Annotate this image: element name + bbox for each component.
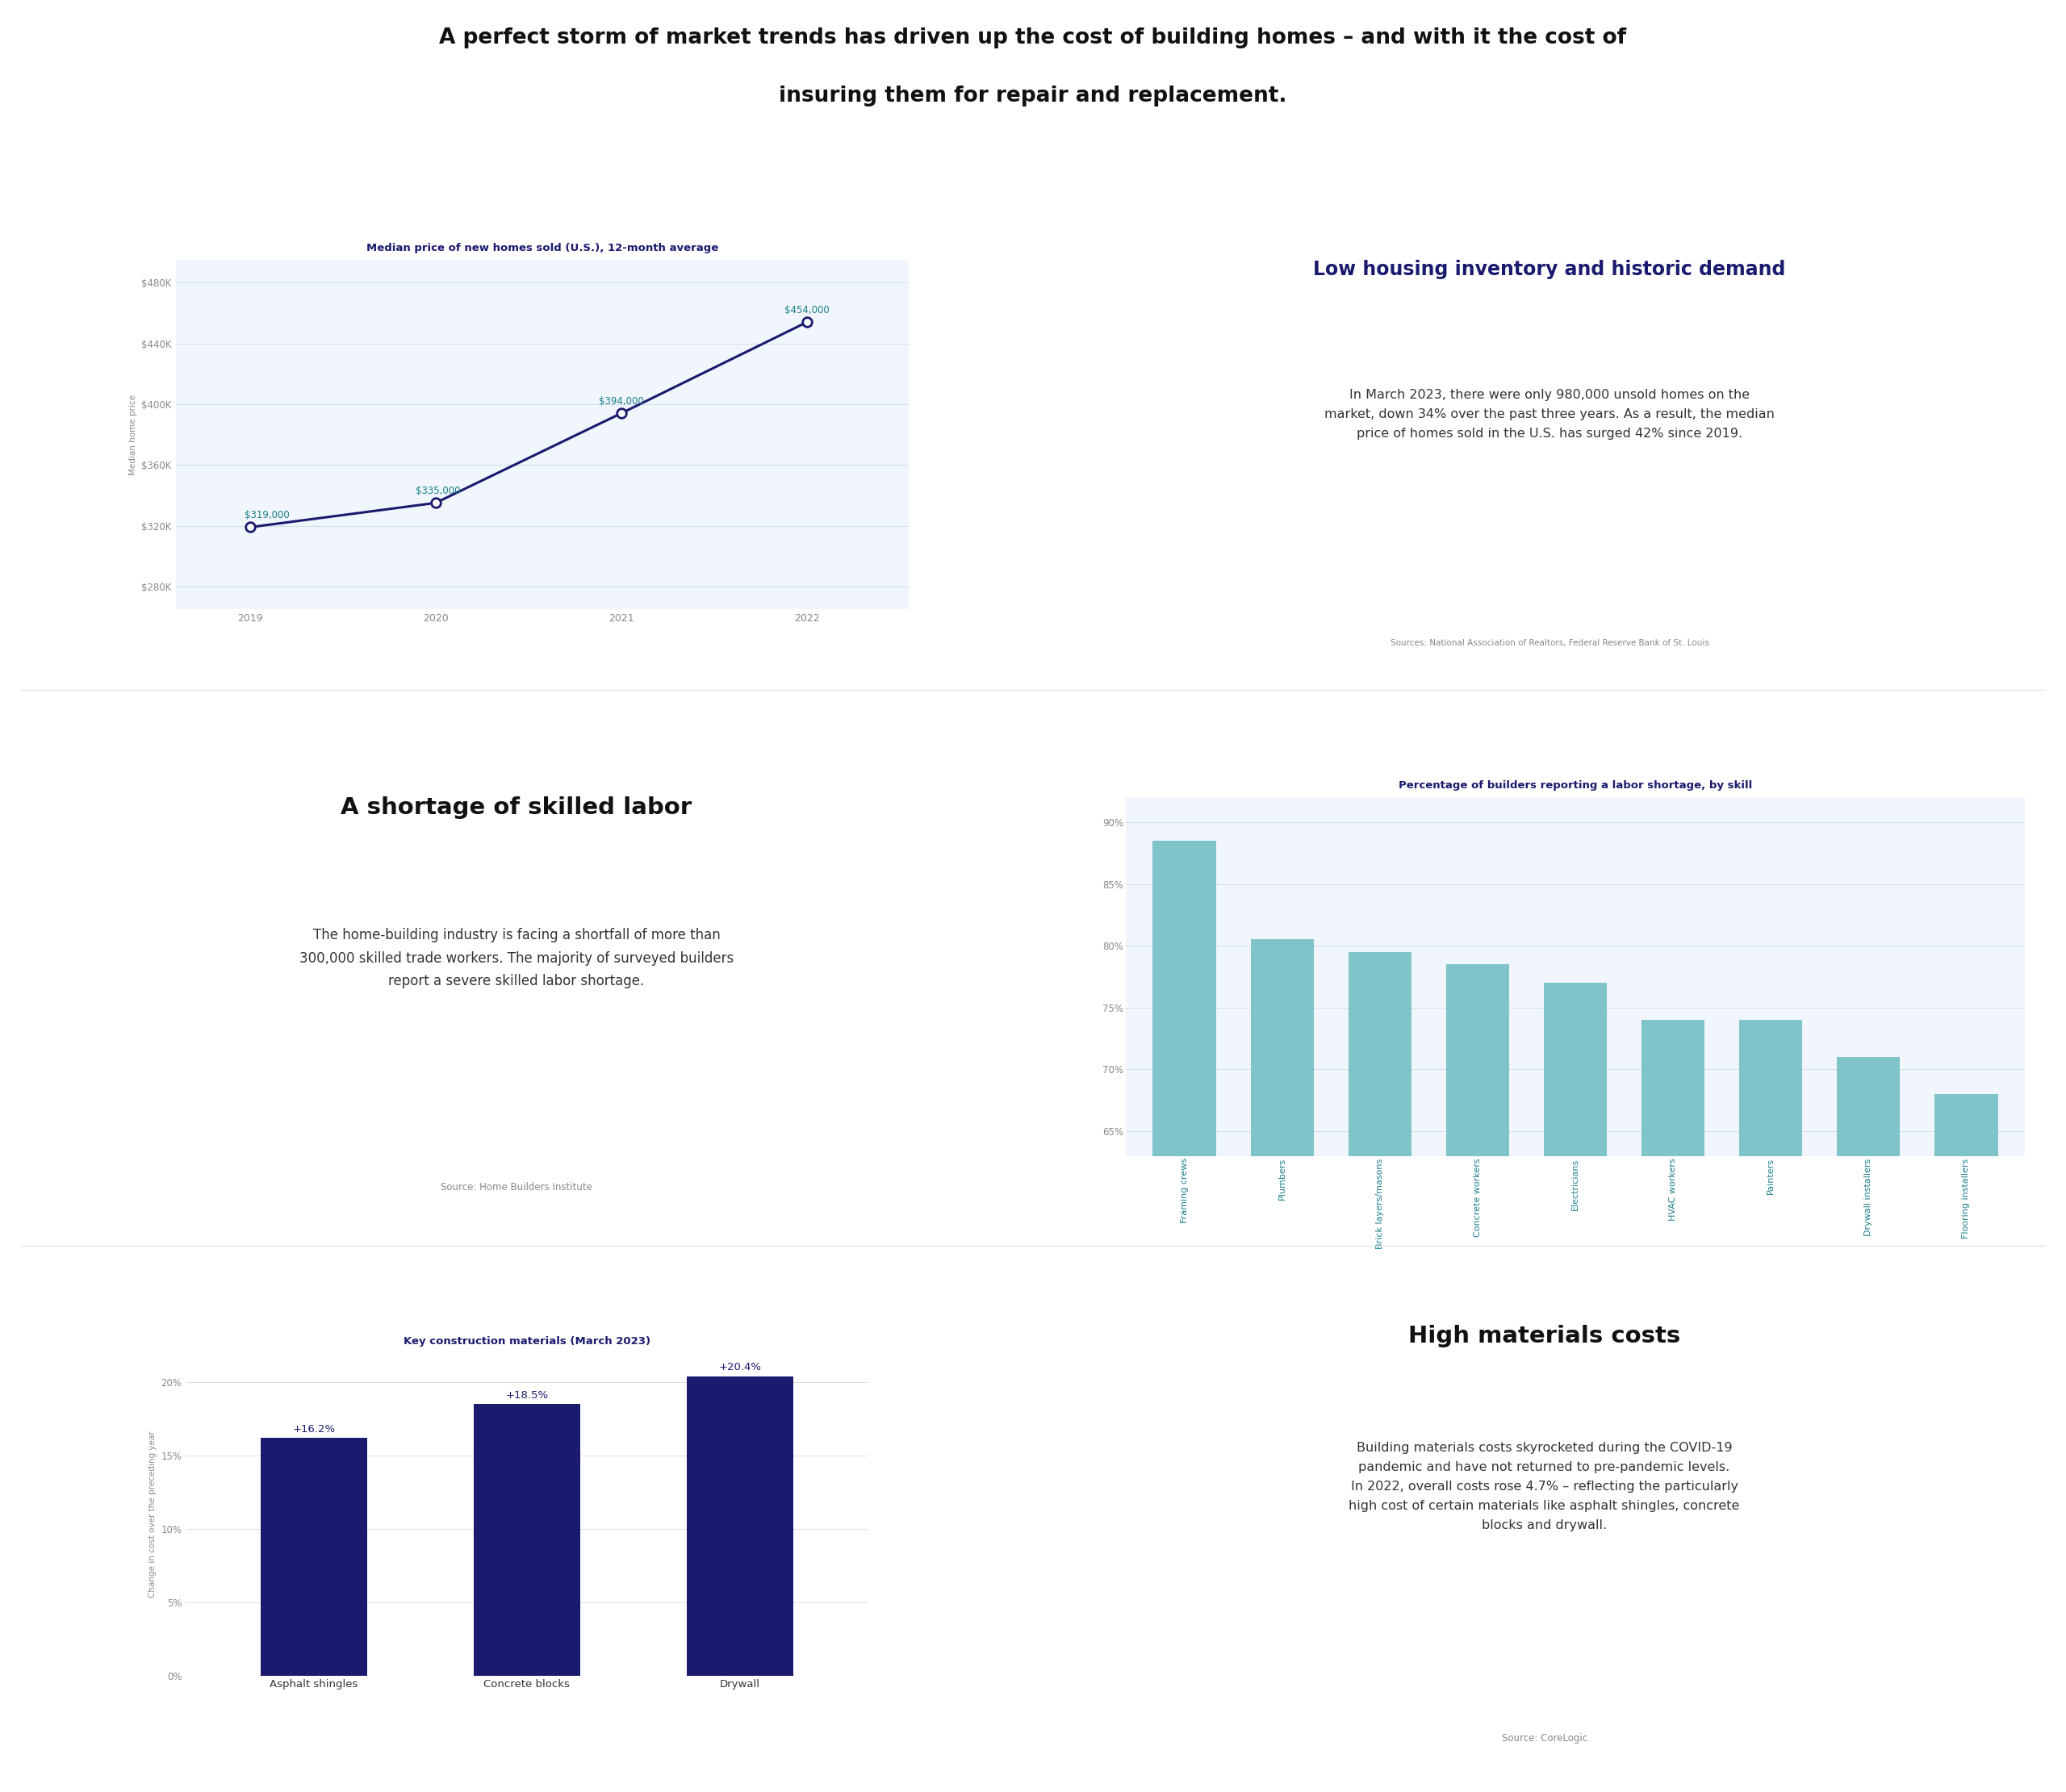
Bar [1640, 1020, 1704, 1792]
Bar [1349, 952, 1411, 1792]
Bar [1446, 964, 1510, 1792]
Title: Median price of new homes sold (U.S.), 12-month average: Median price of new homes sold (U.S.), 1… [366, 242, 719, 253]
Title: Percentage of builders reporting a labor shortage, by skill: Percentage of builders reporting a labor… [1399, 780, 1752, 790]
Text: Sources: National Association of Realtors, Federal Reserve Bank of St. Louis: Sources: National Association of Realtor… [1390, 638, 1709, 647]
Point [419, 489, 452, 518]
Text: insuring them for repair and replacement.: insuring them for repair and replacement… [779, 86, 1287, 108]
Text: +16.2%: +16.2% [291, 1425, 335, 1434]
Bar [473, 1405, 581, 1676]
Text: $394,000: $394,000 [599, 396, 645, 407]
Bar [260, 1437, 368, 1676]
Point [605, 400, 638, 428]
Point [233, 513, 267, 541]
Text: $319,000: $319,000 [244, 511, 289, 521]
Bar [1740, 1020, 1802, 1792]
Text: $454,000: $454,000 [785, 305, 828, 315]
Text: The home-building industry is facing a shortfall of more than
300,000 skilled tr: The home-building industry is facing a s… [300, 928, 733, 989]
Title: Key construction materials (March 2023): Key construction materials (March 2023) [403, 1335, 651, 1346]
Bar [686, 1376, 793, 1676]
Text: A shortage of skilled labor: A shortage of skilled labor [341, 796, 692, 819]
Text: Source: Home Builders Institute: Source: Home Builders Institute [440, 1183, 593, 1193]
Y-axis label: Change in cost over the preceding year: Change in cost over the preceding year [149, 1430, 157, 1598]
Text: +20.4%: +20.4% [719, 1362, 760, 1373]
Bar [1934, 1095, 1998, 1792]
Text: High materials costs: High materials costs [1409, 1324, 1680, 1348]
Text: $335,000: $335,000 [415, 486, 461, 496]
Text: Low housing inventory and historic demand: Low housing inventory and historic deman… [1314, 260, 1785, 280]
Point [791, 308, 824, 337]
Bar [1837, 1057, 1901, 1792]
Bar [1250, 939, 1314, 1792]
Text: Building materials costs skyrocketed during the COVID-19
pandemic and have not r: Building materials costs skyrocketed dur… [1349, 1443, 1740, 1532]
Text: +18.5%: +18.5% [506, 1391, 547, 1401]
Y-axis label: Median home price: Median home price [128, 394, 136, 475]
Bar [1153, 840, 1217, 1792]
Text: In March 2023, there were only 980,000 unsold homes on the
market, down 34% over: In March 2023, there were only 980,000 u… [1324, 389, 1775, 439]
Text: A perfect storm of market trends has driven up the cost of building homes – and : A perfect storm of market trends has dri… [440, 27, 1626, 48]
Text: Source: CoreLogic: Source: CoreLogic [1502, 1733, 1587, 1744]
Bar [1543, 982, 1607, 1792]
